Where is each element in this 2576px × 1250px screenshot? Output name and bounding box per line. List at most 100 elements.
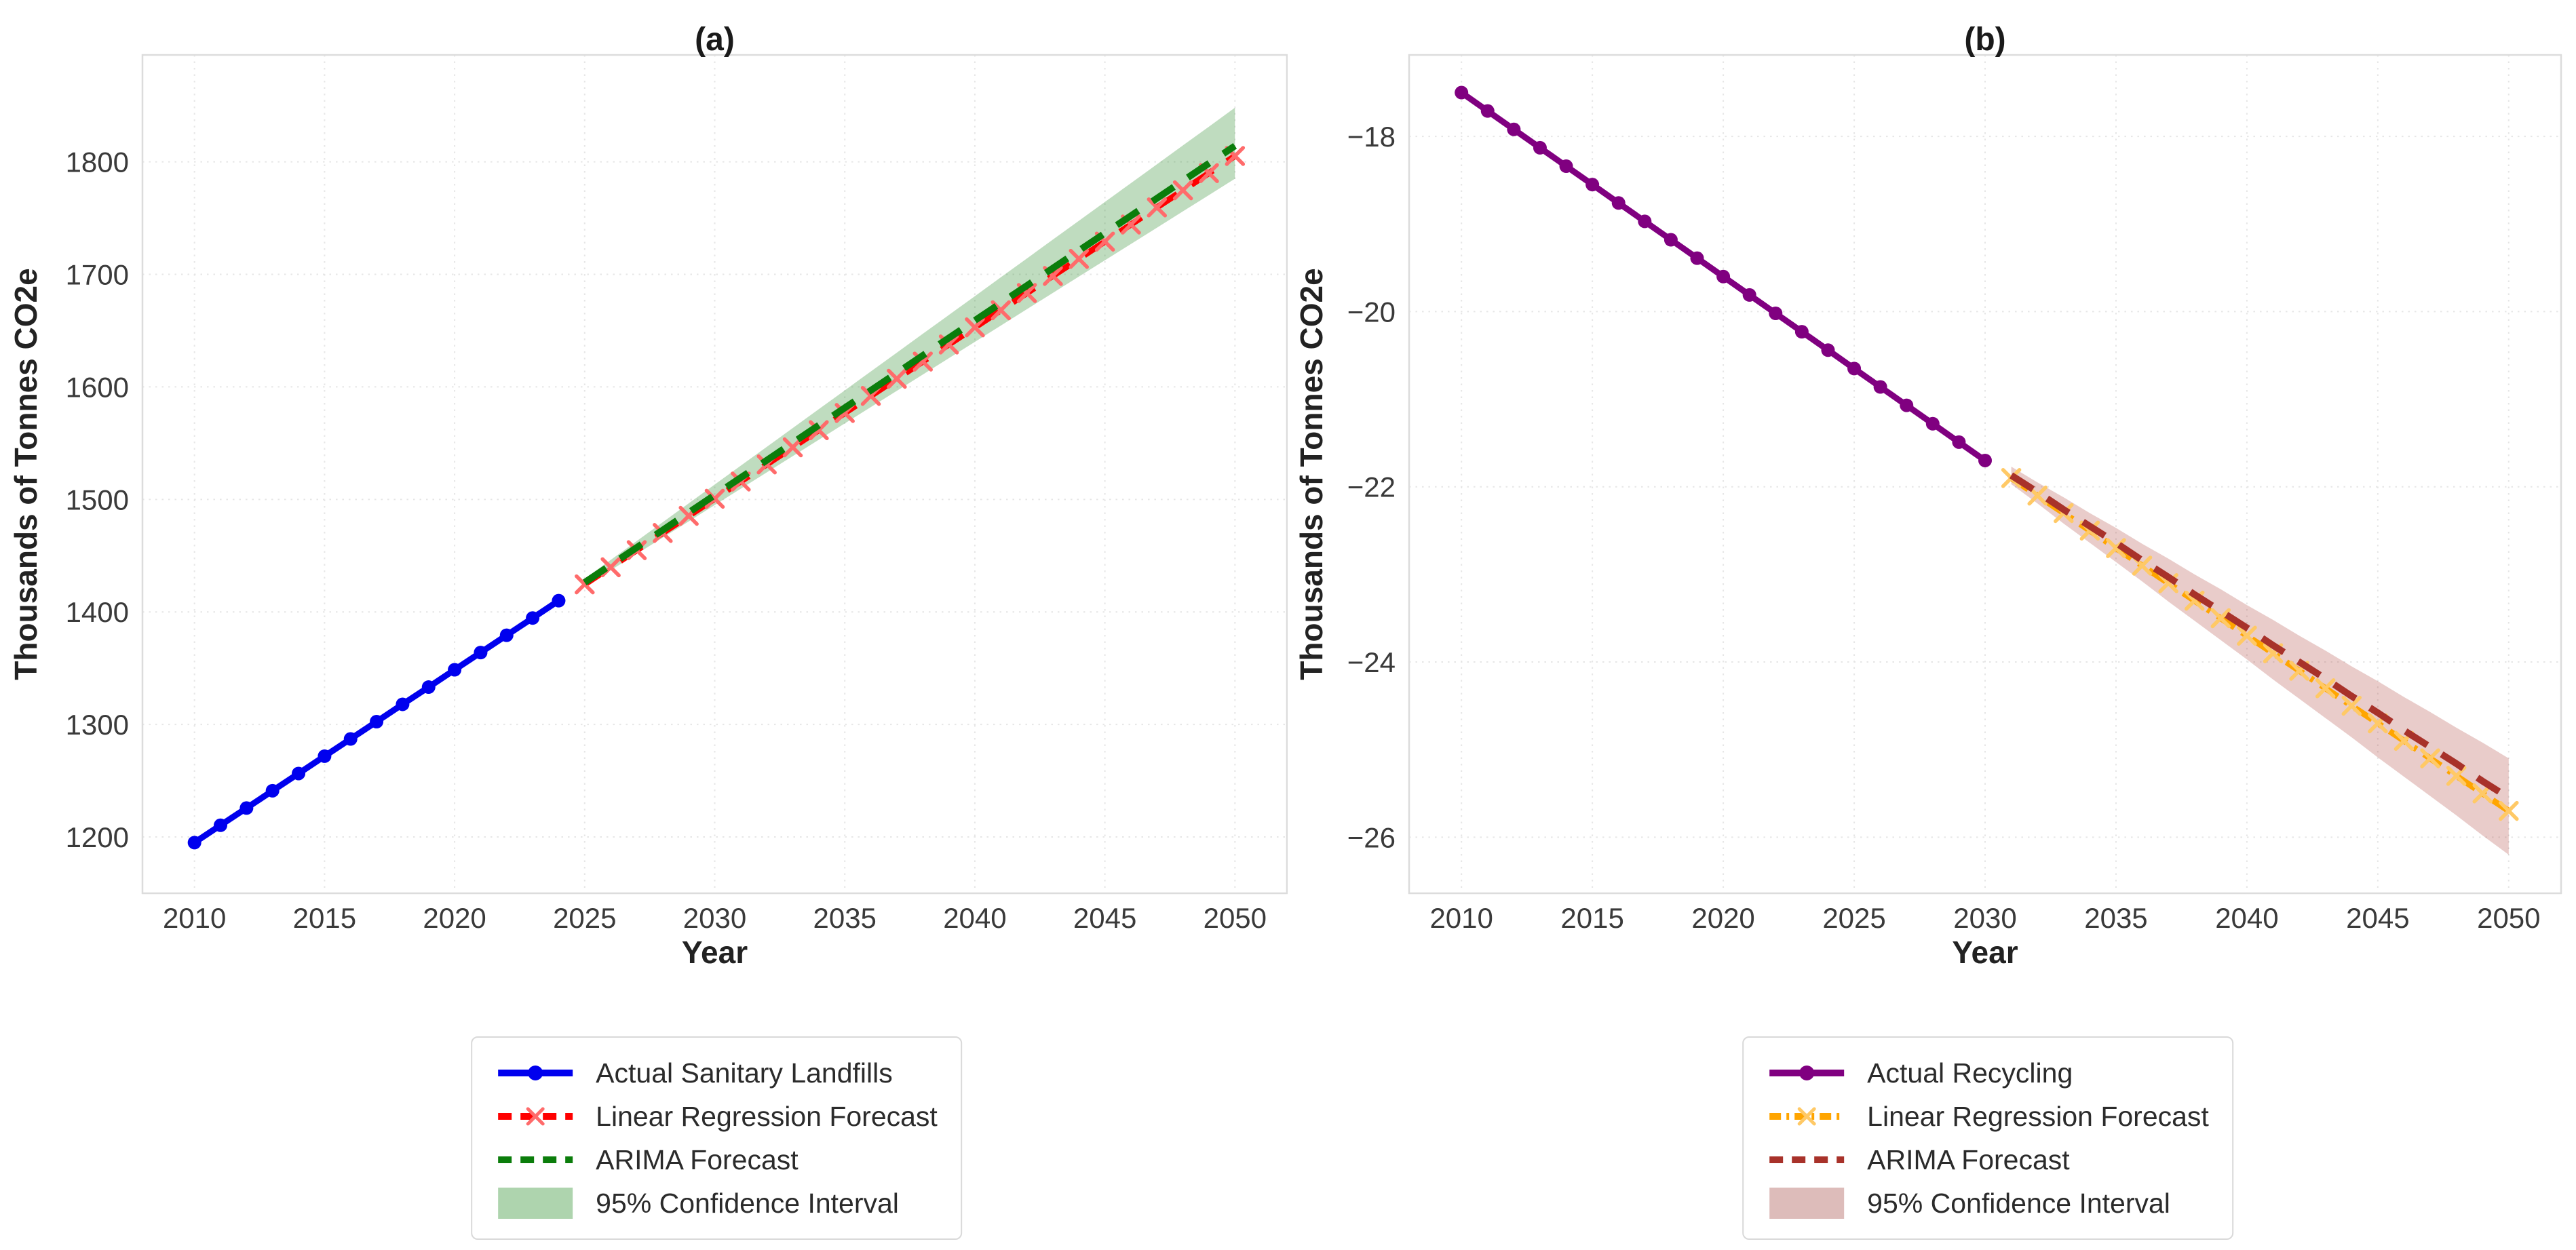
y-axis-label: Thousands of Tonnes CO2e <box>1294 268 1329 680</box>
x-tick-label: 2020 <box>1691 902 1754 934</box>
x-marker <box>1797 1107 1816 1126</box>
legend-line-swatch <box>1769 1066 1845 1080</box>
legend-line-swatch <box>1769 1107 1845 1126</box>
x-marker <box>704 488 725 509</box>
legend-line-swatch <box>498 1107 573 1126</box>
y-tick-label: 1800 <box>66 147 129 178</box>
panel-title: (b) <box>1964 22 2005 58</box>
legend-item: Actual Recycling <box>1767 1051 2209 1095</box>
panel-title: (a) <box>695 22 735 58</box>
circle-marker <box>318 749 332 763</box>
y-tick-label: −22 <box>1347 471 1396 503</box>
legend-label: Linear Regression Forecast <box>1867 1100 2209 1132</box>
circle-marker <box>1925 416 1940 431</box>
circle-marker <box>1821 343 1835 357</box>
x-marker <box>2237 625 2257 646</box>
legend-item: 95% Confidence Interval <box>495 1181 938 1225</box>
gridlines <box>142 55 1287 893</box>
y-tick-label: 1500 <box>66 484 129 515</box>
x-tick-label: 2035 <box>2084 902 2147 934</box>
circle-marker <box>239 801 254 815</box>
legend-label: 95% Confidence Interval <box>1867 1187 2170 1219</box>
plot-border <box>141 54 1288 895</box>
x-axis-label: Year <box>682 935 748 970</box>
circle-marker <box>1794 325 1809 339</box>
legend-a: Actual Sanitary Landfills Linear Regress… <box>471 1036 962 1240</box>
x-marker <box>887 368 907 389</box>
circle-marker <box>421 680 436 695</box>
actual-markers <box>187 593 566 850</box>
legend-item: ARIMA Forecast <box>495 1138 938 1181</box>
circle-marker <box>526 611 540 625</box>
circle-marker <box>448 663 462 677</box>
circle-marker <box>1847 362 1862 376</box>
x-tick-label: 2035 <box>813 902 876 934</box>
circle-marker <box>1559 159 1573 174</box>
circle-marker <box>1716 269 1731 284</box>
chart-panel-b: (b) Year Thousands of Tonnes CO2e 2010 2015 2… <box>1294 22 2562 970</box>
x-tick-label: 2040 <box>943 902 1006 934</box>
circle-marker <box>1690 251 1704 265</box>
confidence-interval-patch <box>1767 1184 1847 1222</box>
circle-marker <box>552 593 566 608</box>
circle-marker <box>1873 380 1887 394</box>
x-marker <box>2499 800 2519 821</box>
circle-marker <box>187 836 201 850</box>
legend-b: Actual Recycling Linear Regression Forec… <box>1742 1036 2233 1240</box>
circle-marker <box>214 818 228 832</box>
legend-item: Actual Sanitary Landfills <box>495 1051 938 1095</box>
circle-marker <box>474 646 488 660</box>
legend-label: Actual Sanitary Landfills <box>596 1057 893 1089</box>
circle-marker <box>292 766 306 781</box>
x-tick-label: 2040 <box>2215 902 2278 934</box>
legend-item: 95% Confidence Interval <box>1767 1181 2209 1225</box>
x-tick-label: 2050 <box>2477 902 2540 934</box>
x-marker <box>1069 248 1090 269</box>
x-tick-label: 2010 <box>163 902 226 934</box>
confidence-band <box>584 107 1235 587</box>
chart-panel-a: (a) Year Thousands of Tonnes CO2e 2010 2015 2… <box>8 22 1288 970</box>
arima-line-sample <box>495 1141 575 1179</box>
arima-line-sample <box>1767 1141 1847 1179</box>
linear-regression-line-sample <box>1767 1097 1847 1135</box>
confidence-band <box>2011 467 2509 855</box>
x-marker <box>2315 678 2336 699</box>
legend-line-swatch <box>498 1156 573 1163</box>
x-marker <box>809 420 829 441</box>
circle-marker <box>343 732 358 746</box>
y-tick-label: 1200 <box>66 821 129 853</box>
circle-marker <box>1900 398 1914 412</box>
circle-marker <box>1455 85 1469 100</box>
circle-marker <box>1480 104 1495 118</box>
patch-swatch <box>1769 1188 1845 1219</box>
y-tick-label: 1400 <box>66 596 129 628</box>
arima-line <box>2009 472 2511 801</box>
x-tick-label: 2015 <box>293 902 356 934</box>
circle-marker <box>499 628 514 642</box>
x-tick-label: 2045 <box>2346 902 2409 934</box>
legend-label: 95% Confidence Interval <box>596 1187 899 1219</box>
x-marker <box>1147 197 1168 218</box>
x-tick-label: 2030 <box>683 902 746 934</box>
circle-marker <box>1664 233 1678 247</box>
confidence-interval-patch <box>495 1184 575 1222</box>
y-tick-label: 1300 <box>66 709 129 741</box>
x-tick-label: 2030 <box>1953 902 2016 934</box>
linear-regression-line-sample <box>495 1097 575 1135</box>
circle-marker <box>1611 196 1626 210</box>
x-tick-label: 2020 <box>423 902 486 934</box>
x-marker <box>2420 748 2440 768</box>
circle-marker <box>370 714 384 728</box>
circle-marker <box>1533 140 1547 155</box>
y-tick-label: 1700 <box>66 259 129 291</box>
circle-marker <box>528 1066 543 1080</box>
circle-marker <box>1507 122 1521 136</box>
x-tick-label: 2025 <box>1822 902 1885 934</box>
legend-label: ARIMA Forecast <box>1867 1144 2070 1175</box>
x-axis-label: Year <box>1952 935 2018 970</box>
x-marker <box>965 317 985 338</box>
plot-border <box>1408 54 2562 895</box>
actual-line-sample <box>1767 1054 1847 1092</box>
actual-markers <box>1455 85 1992 467</box>
